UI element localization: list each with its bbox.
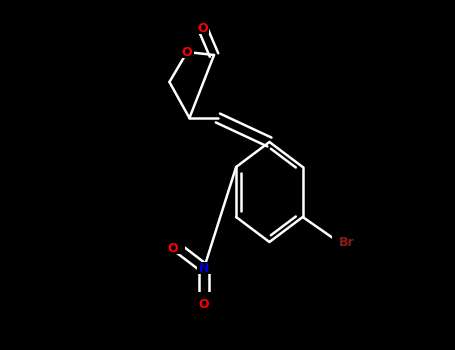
Text: O: O — [182, 46, 192, 58]
FancyBboxPatch shape — [171, 242, 185, 254]
Text: N: N — [199, 261, 209, 274]
FancyBboxPatch shape — [197, 292, 211, 304]
FancyBboxPatch shape — [196, 22, 209, 34]
FancyBboxPatch shape — [332, 236, 346, 248]
Text: O: O — [199, 298, 209, 311]
Text: O: O — [197, 21, 208, 35]
FancyBboxPatch shape — [197, 262, 211, 274]
FancyBboxPatch shape — [180, 46, 194, 58]
Text: Br: Br — [339, 236, 354, 248]
Text: O: O — [167, 241, 178, 254]
